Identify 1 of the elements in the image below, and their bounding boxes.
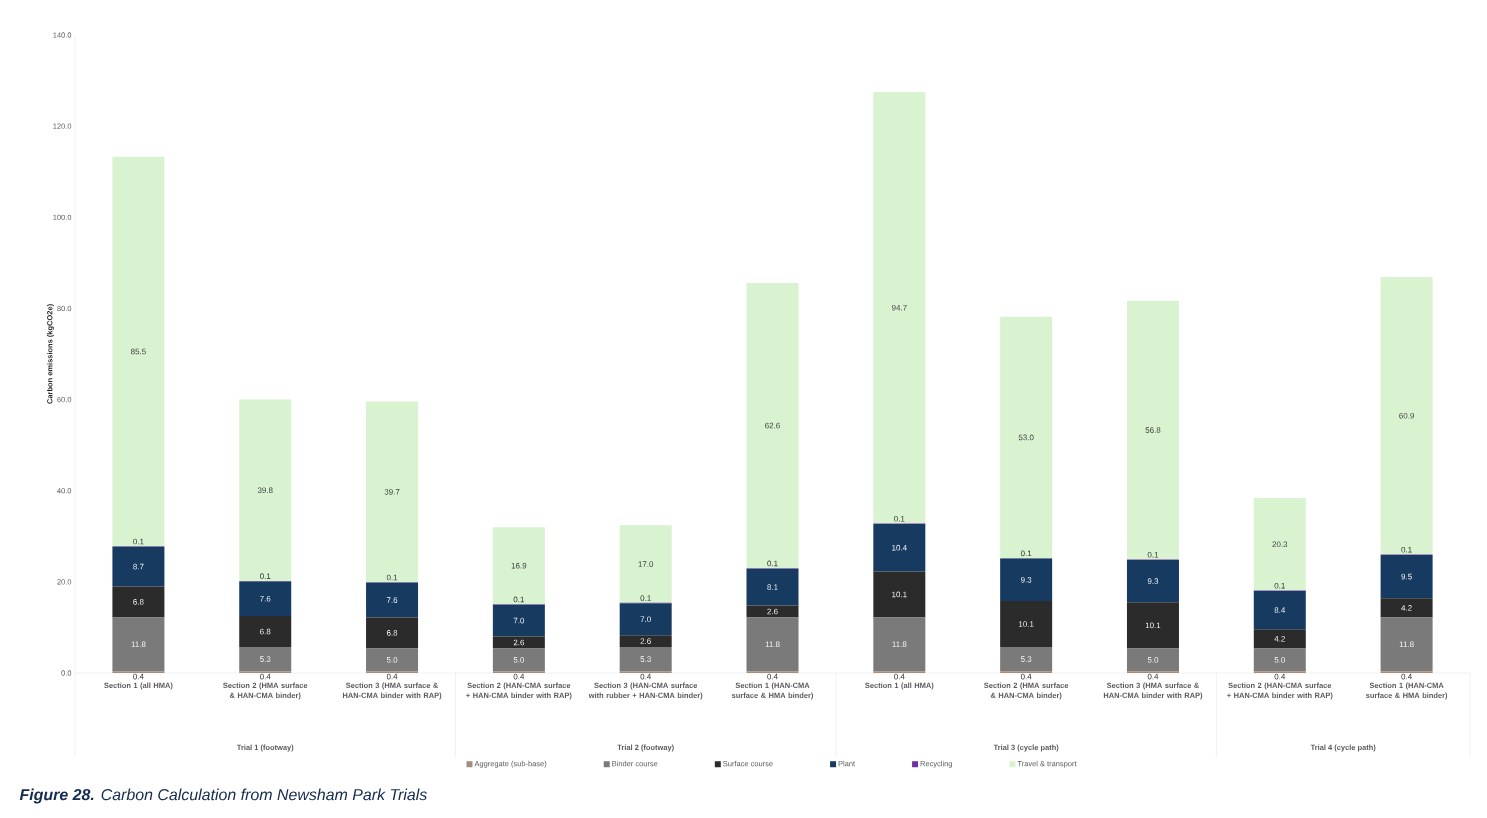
text: Figure 28. Carbon Calculation from Newsham Park Trials <box>19 788 427 804</box>
